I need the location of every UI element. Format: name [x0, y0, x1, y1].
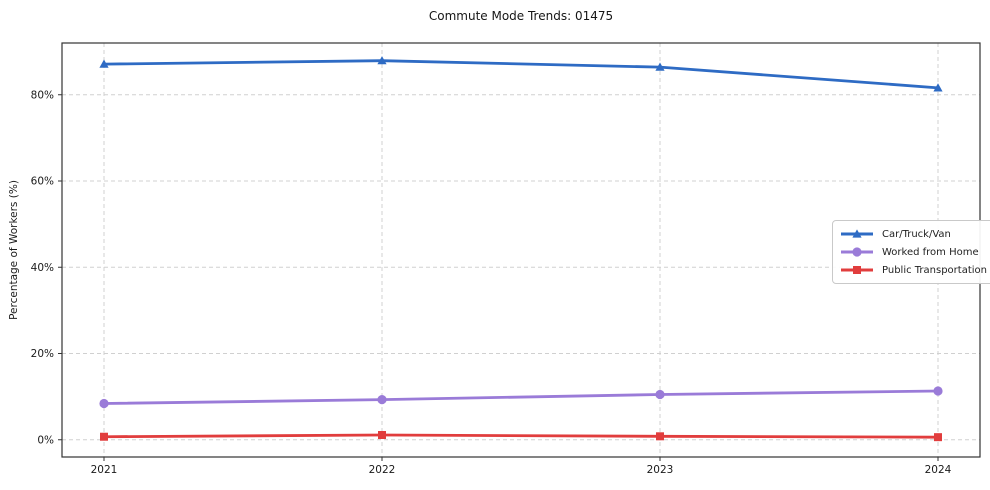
data-point-marker — [852, 229, 862, 238]
x-tick-label: 2023 — [647, 464, 674, 476]
data-point-marker — [655, 389, 665, 400]
series-line — [103, 389, 939, 405]
data-point-marker — [655, 62, 665, 71]
data-point-marker — [934, 433, 942, 442]
data-point-marker — [100, 432, 108, 441]
y-tick-label: 60% — [31, 176, 54, 188]
legend-label: Car/Truck/Van — [882, 228, 951, 240]
y-tick-label: 0% — [37, 434, 54, 446]
legend-item: Worked from Home — [839, 243, 987, 261]
series-public-transportation — [100, 431, 942, 442]
x-tick-label: 2021 — [91, 464, 118, 476]
y-tick-label: 20% — [31, 348, 54, 360]
series-worked-from-home — [99, 386, 943, 409]
data-point-marker — [933, 83, 943, 92]
legend-item: Public Transportation — [839, 261, 987, 279]
x-tick-label: 2024 — [925, 464, 952, 476]
legend-item: Car/Truck/Van — [839, 225, 987, 243]
data-point-marker — [933, 386, 943, 396]
legend: Car/Truck/Van Worked from Home Public Tran… — [832, 220, 990, 284]
series-line — [103, 433, 939, 439]
data-point-marker — [377, 56, 387, 65]
data-point-marker — [656, 432, 664, 441]
series-line — [103, 59, 939, 90]
legend-swatch-triangle-up-icon — [841, 229, 873, 238]
series-car-truck-van — [99, 56, 943, 92]
legend-swatch-square-icon — [841, 266, 873, 274]
y-tick-label: 40% — [31, 262, 54, 274]
x-tick-label: 2022 — [369, 464, 396, 476]
data-point-marker — [852, 247, 862, 257]
data-point-marker — [853, 266, 861, 274]
data-point-marker — [99, 398, 109, 409]
legend-label: Public Transportation — [882, 264, 987, 276]
data-point-marker — [378, 431, 386, 440]
data-point-marker — [377, 395, 387, 405]
chart-title: Commute Mode Trends: 01475 — [428, 9, 614, 23]
y-tick-label: 80% — [31, 89, 54, 101]
legend-label: Worked from Home — [882, 246, 979, 258]
data-point-marker — [99, 59, 109, 68]
legend-swatch-circle-icon — [841, 247, 873, 257]
